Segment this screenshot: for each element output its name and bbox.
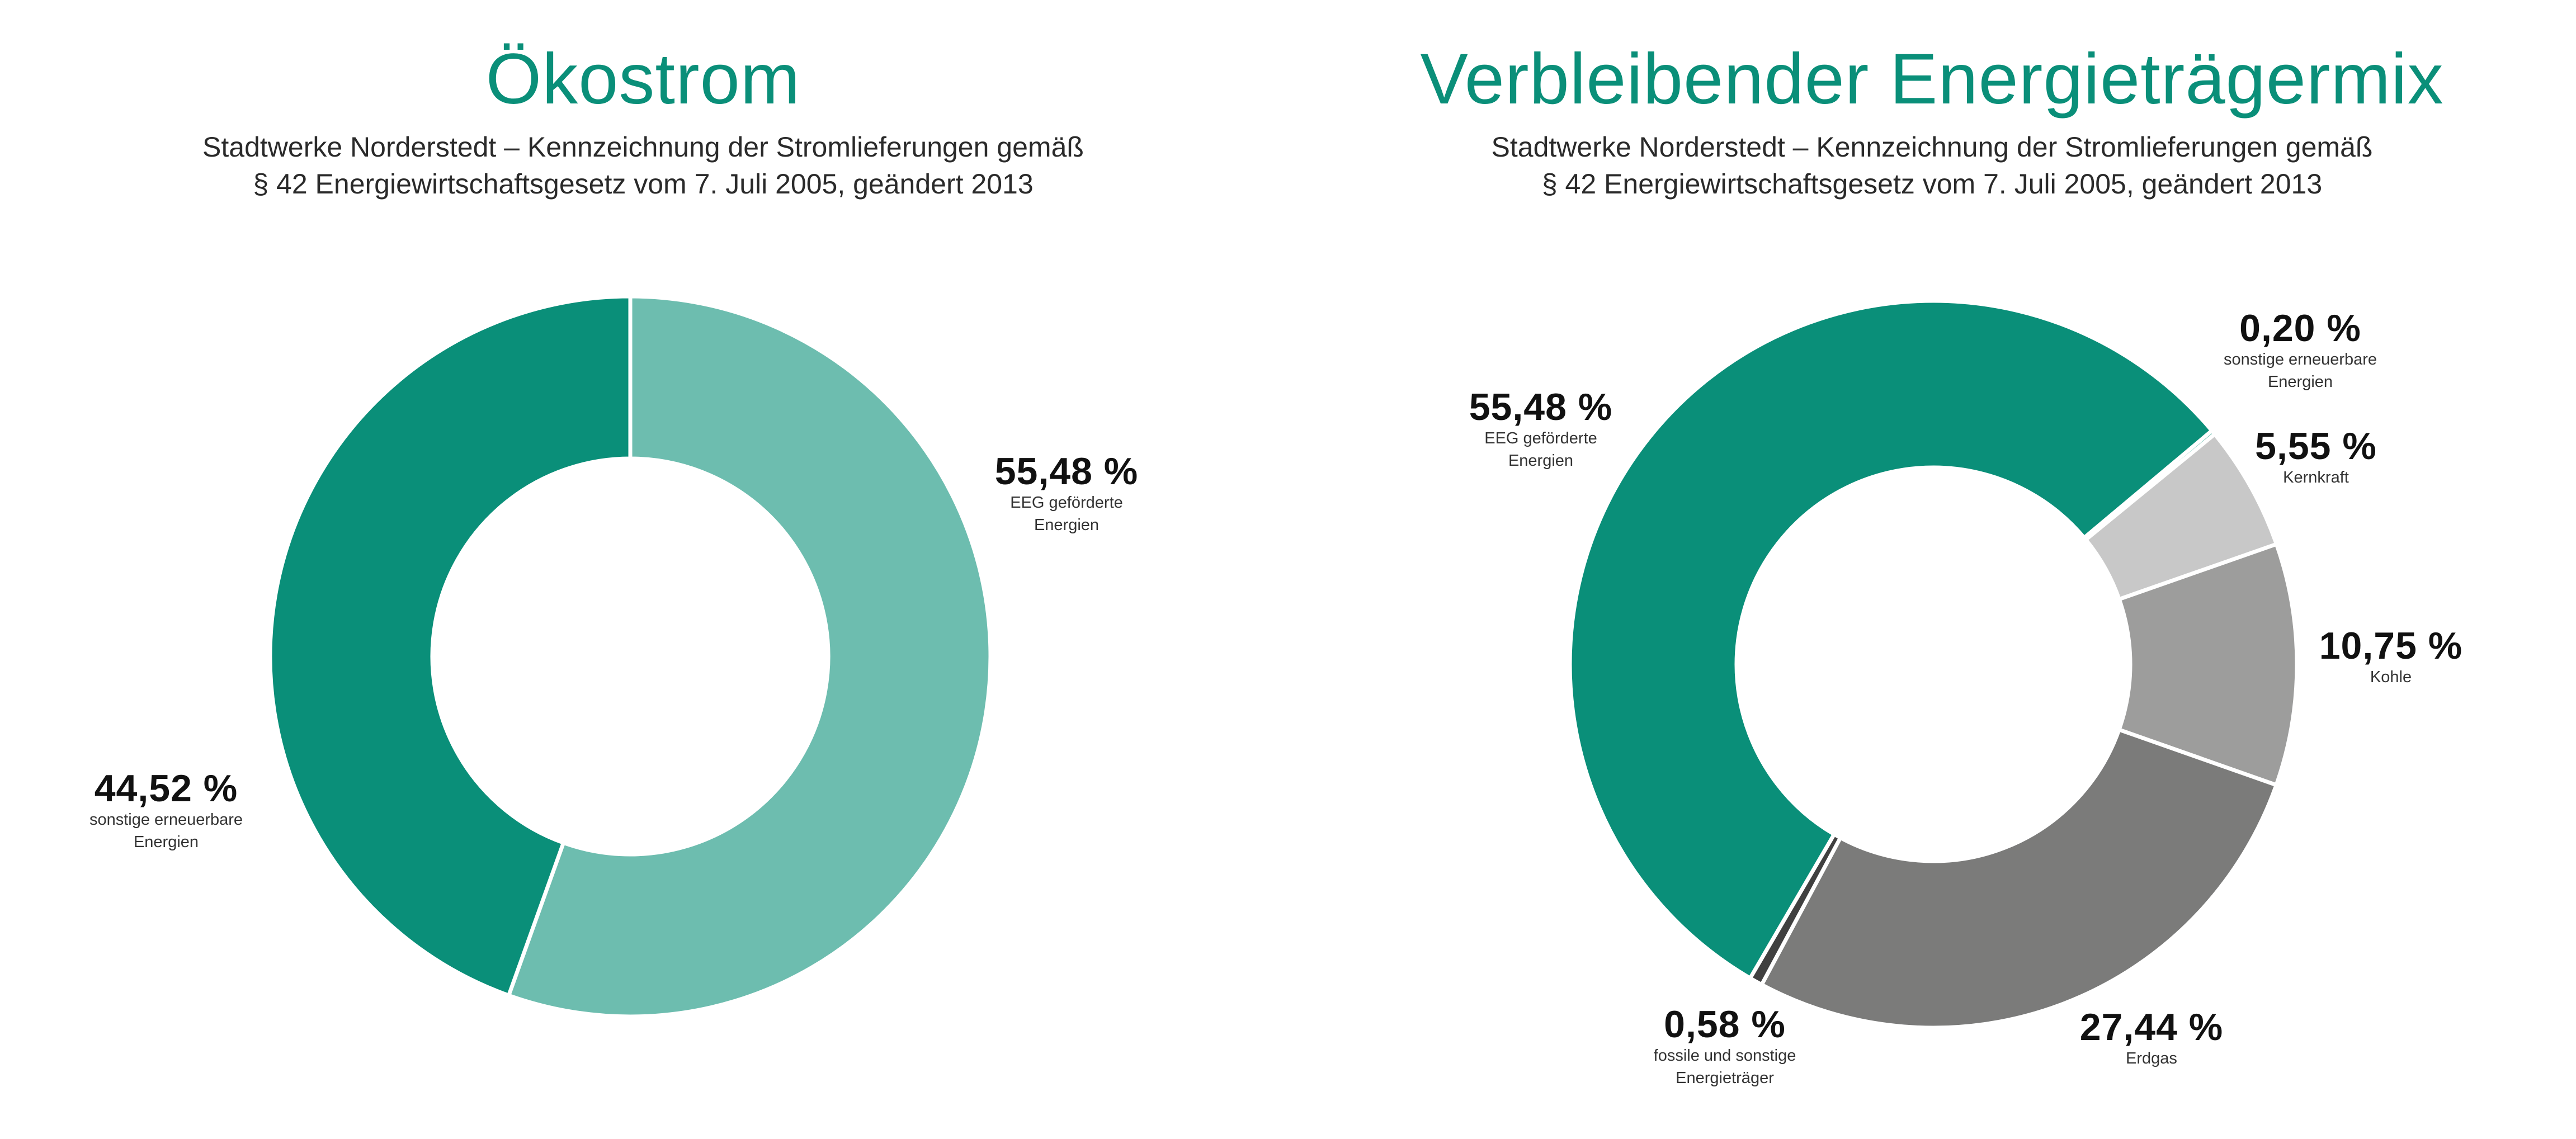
- slice-percentage: 55,48 %: [994, 450, 1139, 493]
- donut-slice-1: [268, 294, 633, 998]
- chart-title: Verbleibender Energieträgermix: [1420, 39, 2444, 119]
- slice-percentage: 55,48 %: [1469, 386, 1613, 428]
- slice-percentage: 0,58 %: [1664, 1003, 1786, 1046]
- chart-subtitle-line: Stadtwerke Norderstedt – Kennzeichnung d…: [1491, 131, 2373, 163]
- donut-slice-3: [1759, 727, 2279, 1030]
- slice-label-kernkraft: 5,55 % Kernkraft: [2255, 425, 2377, 489]
- slice-percentage: 10,75 %: [2319, 625, 2463, 667]
- chart-subtitle-line: § 42 Energiewirtschaftsgesetz vom 7. Jul…: [253, 168, 1034, 200]
- slice-label-eeg: 55,48 % EEG geförderte Energien: [1469, 387, 1613, 472]
- chart-subtitle: Stadtwerke Norderstedt – Kennzeichnung d…: [1288, 129, 2576, 202]
- slice-category-line: fossile und sonstige: [1653, 1047, 1796, 1065]
- slice-category-line: Energieträger: [1676, 1069, 1774, 1088]
- chart-panel-oekostrom: Ökostrom Stadtwerke Norderstedt – Kennze…: [0, 0, 1286, 1139]
- slice-label-erdgas: 27,44 % Erdgas: [2079, 1006, 2224, 1070]
- slice-category-line: sonstige erneuerbare: [89, 811, 243, 829]
- slice-category-line: Energien: [1508, 452, 1574, 470]
- slice-label-sonstige-erneuerbare: 0,20 % sonstige erneuerbare Energien: [2223, 307, 2377, 393]
- donut-slice-2: [2116, 541, 2299, 788]
- slice-category-line: Kohle: [2370, 668, 2412, 687]
- donut-slice-5: [1568, 299, 2215, 981]
- slice-percentage: 27,44 %: [2079, 1006, 2224, 1048]
- donut-slice-0: [506, 294, 993, 1019]
- chart-subtitle: Stadtwerke Norderstedt – Kennzeichnung d…: [0, 129, 1286, 202]
- slice-label-eeg: 55,48 % EEG geförderte Energien: [994, 450, 1139, 536]
- chart-panel-energietraegermix: Verbleibender Energieträgermix Stadtwerk…: [1288, 0, 2576, 1139]
- chart-title: Ökostrom: [485, 39, 801, 119]
- slice-category-line: Energien: [1034, 516, 1100, 535]
- donut-chart-energietraegermix: [1568, 299, 2299, 1030]
- donut-chart-oekostrom: [268, 294, 993, 1019]
- slice-label-kohle: 10,75 % Kohle: [2319, 626, 2463, 688]
- slice-category-line: sonstige erneuerbare: [2223, 351, 2377, 369]
- slice-category-line: EEG geförderte: [1484, 429, 1597, 448]
- slice-category-line: Energien: [133, 833, 199, 852]
- slice-category-line: Erdgas: [2126, 1050, 2177, 1068]
- slice-label-sonstige-erneuerbare: 44,52 % sonstige erneuerbare Energien: [89, 767, 243, 853]
- chart-subtitle-line: § 42 Energiewirtschaftsgesetz vom 7. Jul…: [1541, 168, 2323, 200]
- slice-category-line: Energien: [2267, 373, 2333, 391]
- slice-category-line: Kernkraft: [2283, 469, 2349, 487]
- slice-category-line: EEG geförderte: [1010, 494, 1123, 512]
- slice-label-fossile-sonstige: 0,58 % fossile und sonstige Energieträge…: [1653, 1003, 1796, 1089]
- chart-subtitle-line: Stadtwerke Norderstedt – Kennzeichnung d…: [202, 131, 1084, 163]
- slice-percentage: 44,52 %: [94, 767, 238, 810]
- slice-percentage: 5,55 %: [2255, 425, 2377, 467]
- slice-percentage: 0,20 %: [2239, 307, 2361, 349]
